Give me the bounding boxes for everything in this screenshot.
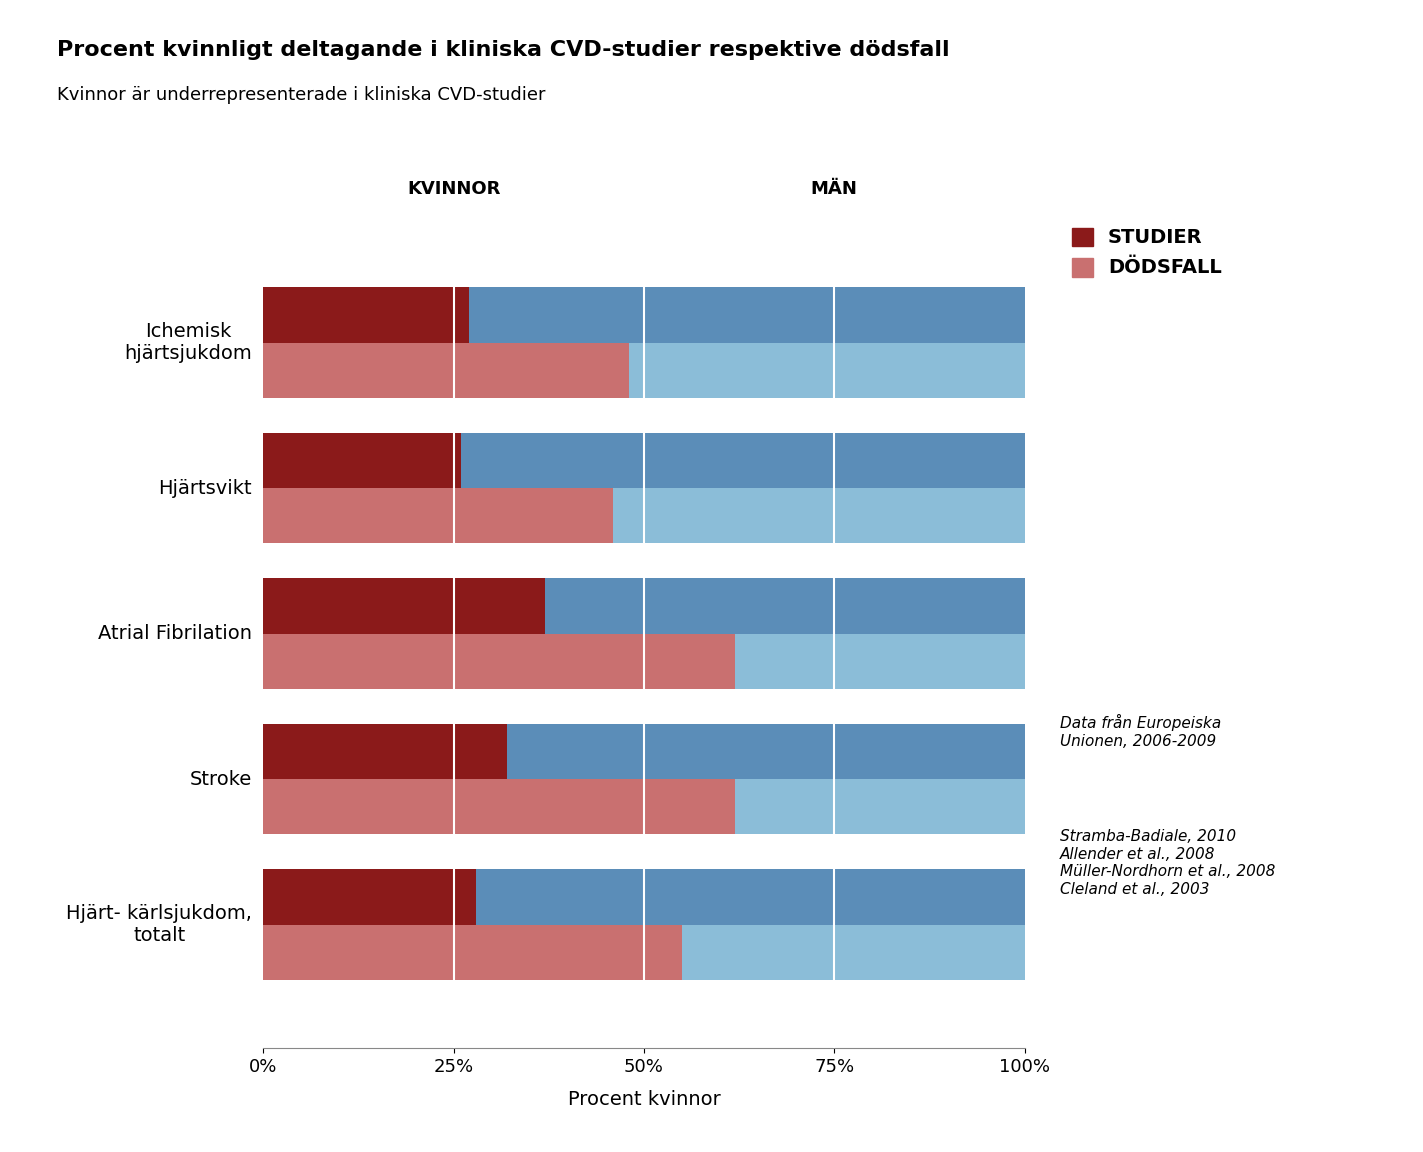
Bar [263,578,545,634]
Bar [263,287,468,342]
X-axis label: Procent kvinnor: Procent kvinnor [568,1090,720,1109]
Bar [545,578,1025,634]
Bar [507,723,1025,779]
Bar [461,433,1025,488]
Bar [736,634,1025,689]
Text: MÄN: MÄN [811,180,858,198]
Bar [477,870,1025,925]
Bar [736,779,1025,834]
Bar [263,779,736,834]
Text: Kvinnor är underrepresenterade i kliniska CVD-studier: Kvinnor är underrepresenterade i klinisk… [57,86,545,105]
Text: Stramba-Badiale, 2010
Allender et al., 2008
Müller-Nordhorn et al., 2008
Cleland: Stramba-Badiale, 2010 Allender et al., 2… [1060,829,1275,896]
Text: Data från Europeiska
Unionen, 2006-2009: Data från Europeiska Unionen, 2006-2009 [1060,714,1221,749]
Bar [263,925,682,980]
Bar [263,488,613,544]
Legend: STUDIER, DÖDSFALL: STUDIER, DÖDSFALL [1072,228,1221,278]
Bar [263,870,477,925]
Bar [613,488,1025,544]
Text: KVINNOR: KVINNOR [407,180,501,198]
Bar [263,342,629,397]
Bar [263,433,461,488]
Bar [263,634,736,689]
Bar [682,925,1025,980]
Bar [468,287,1025,342]
Bar [629,342,1025,397]
Text: Procent kvinnligt deltagande i kliniska CVD-studier respektive dödsfall: Procent kvinnligt deltagande i kliniska … [57,40,949,60]
Bar [263,723,507,779]
